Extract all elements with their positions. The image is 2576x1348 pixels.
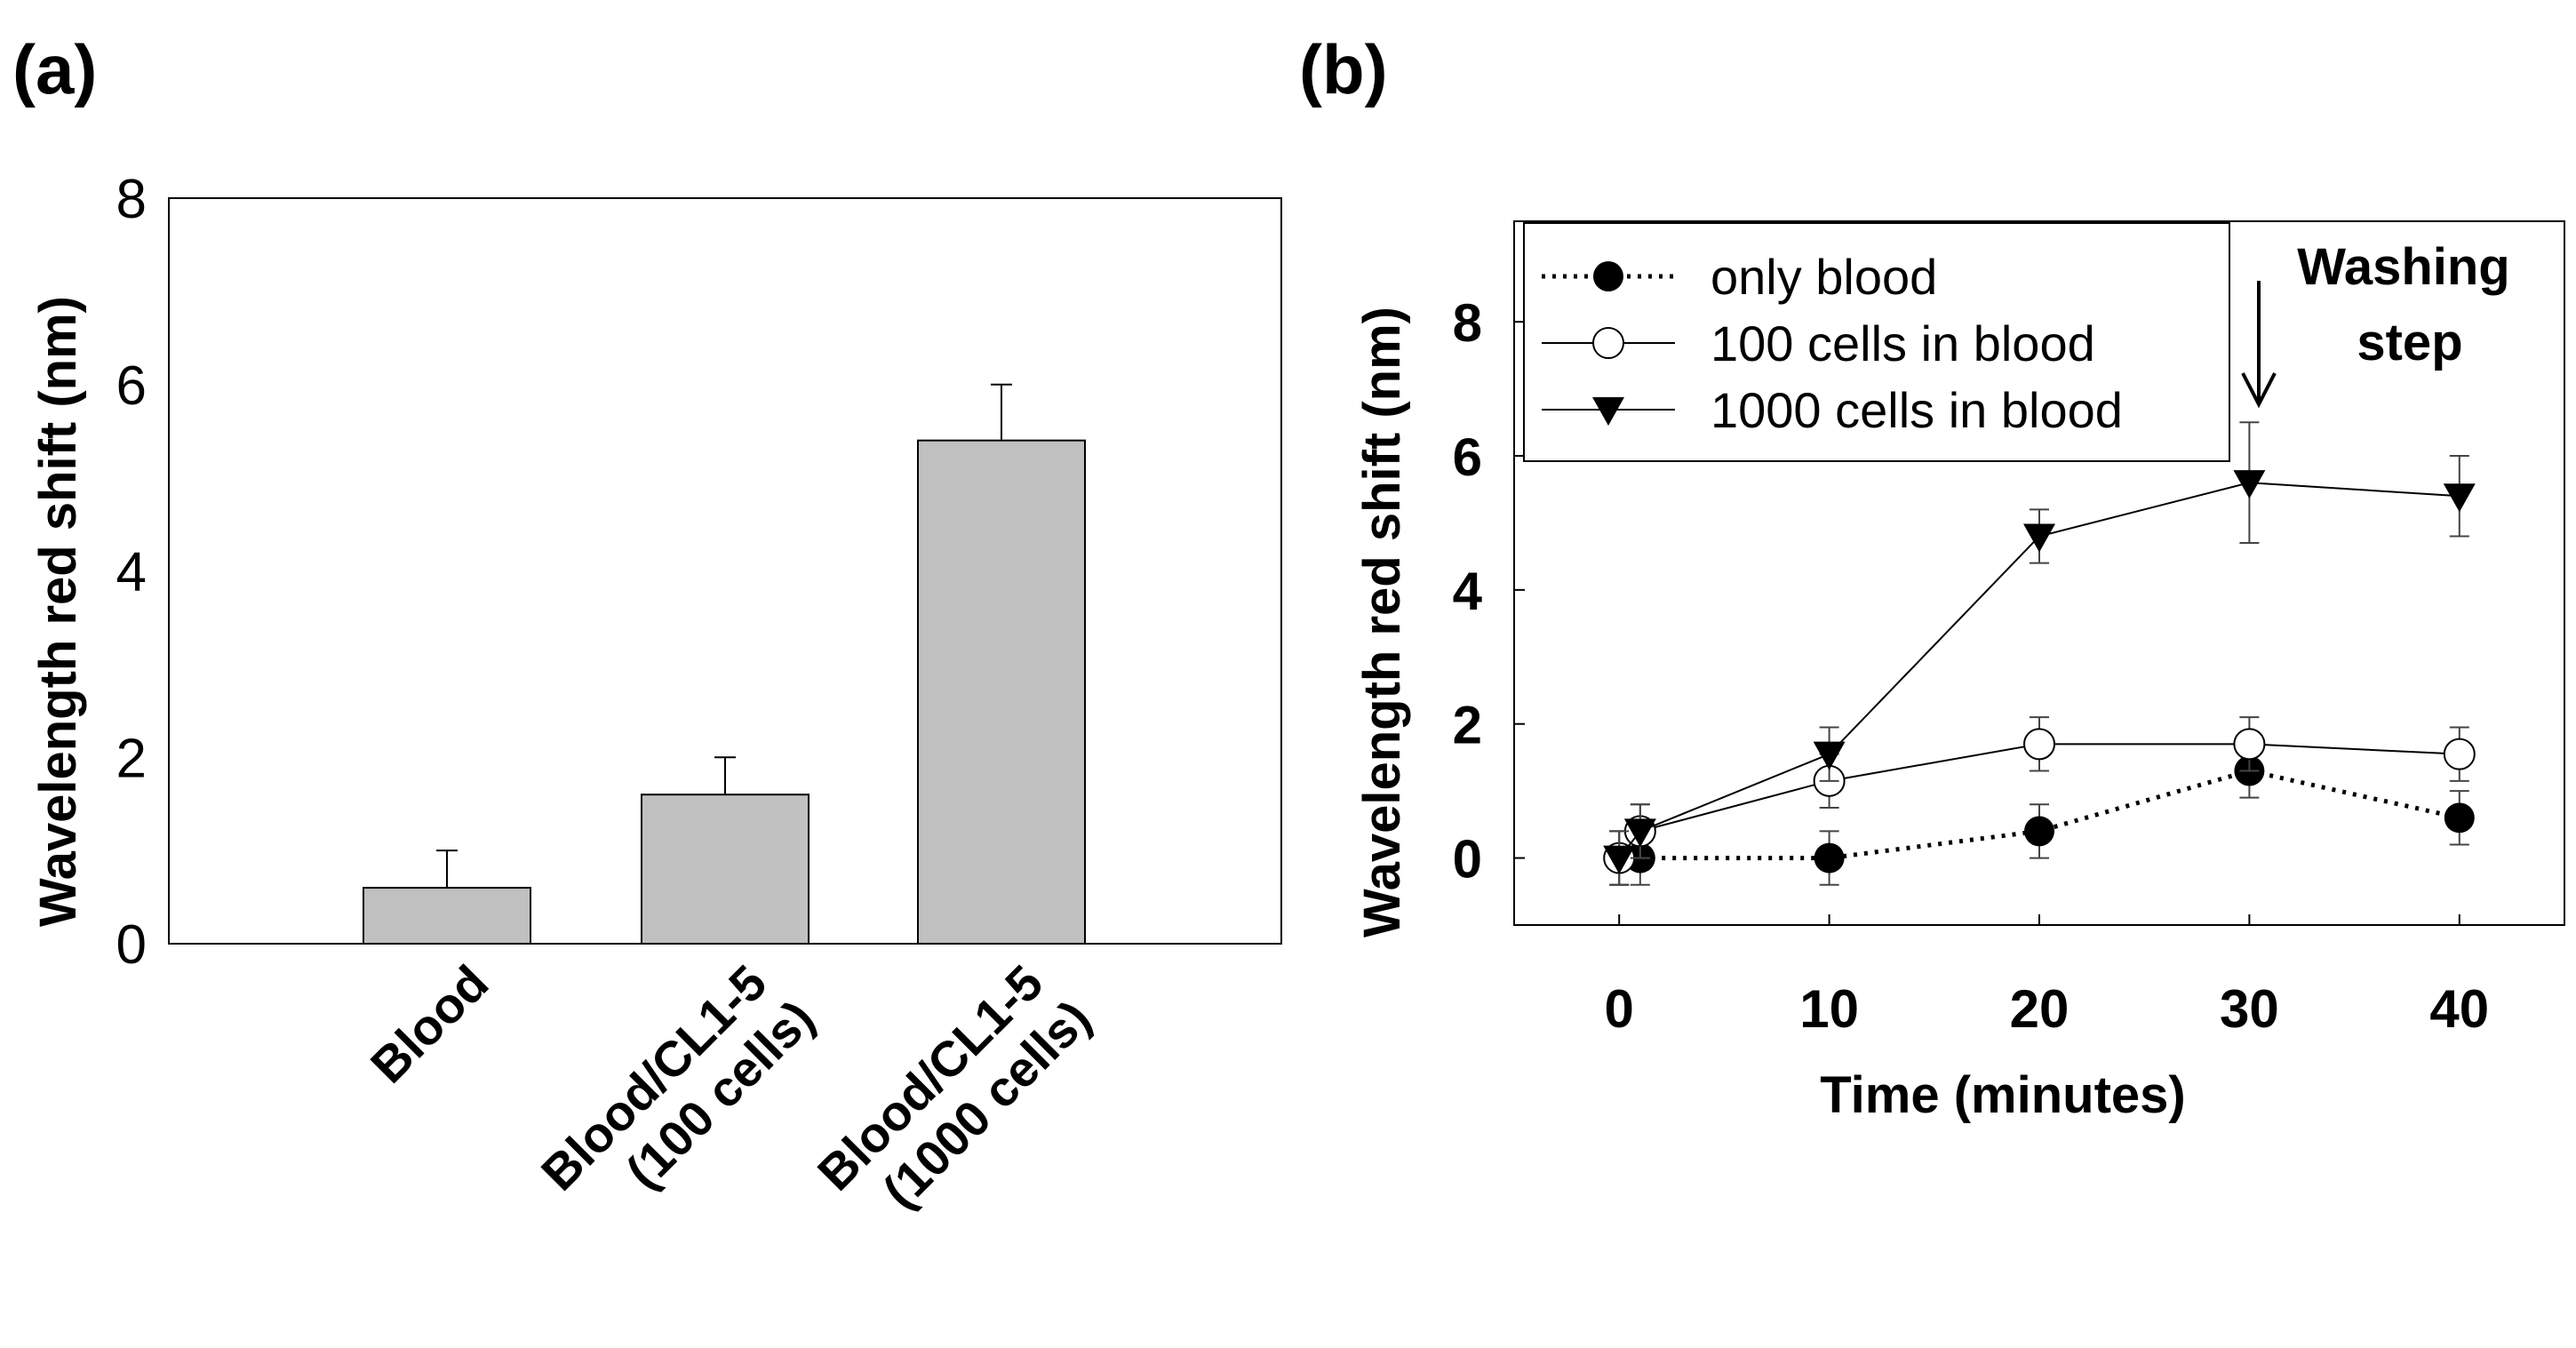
panel-a-label: (a) [12,30,97,108]
panel-b-label: (b) [1299,30,1388,108]
panel-b-y-axis-title: Wavelength red shift (nm) [1353,307,1411,937]
x-tick-label: 30 [2220,979,2279,1039]
y-tick-label: 0 [1453,830,1482,889]
legend-marker-filled-circle-icon [1593,261,1623,291]
y-tick-label: 8 [116,169,147,230]
series-100-cells-in-blood [1603,716,2476,886]
legend-label: 100 cells in blood [1711,315,2095,371]
x-tick-label-line: Blood [360,954,499,1094]
legend-marker-filled-triangle-down-icon [1592,397,1624,426]
panel-b: (b) Wavelength red shift (nm) Time (minu… [1299,30,2565,1124]
bar [641,794,809,945]
washing-step-annotation: Washing step [2241,238,2510,409]
data-point [2023,523,2055,553]
data-point [1623,818,1656,848]
panel-a: (a) Wavelength red shift (nm) 0 2 4 6 8 Blood… [12,30,1282,1242]
data-point [2443,483,2476,513]
y-tick-label: 6 [116,355,147,417]
annotation-line-2: step [2357,314,2462,371]
y-tick-label: 6 [1453,427,1482,487]
legend-label: 1000 cells in blood [1711,382,2123,438]
x-tick-label: 20 [2010,979,2070,1039]
x-tick-label: 0 [1605,979,1634,1039]
annotation-line-1: Washing [2297,238,2510,296]
legend-label: only blood [1711,249,1937,305]
bar [917,439,1086,945]
data-point [2233,470,2266,499]
y-tick-label: 4 [116,542,147,603]
x-tick-label: 40 [2429,979,2489,1039]
data-point [2024,816,2054,847]
legend: only blood 100 cells in blood 1000 cells i… [1523,222,2230,462]
y-tick-label: 4 [1453,562,1483,621]
x-tick-label: Blood/CL1-5(1000 cells) [807,948,1101,1242]
bar [363,887,531,945]
data-point [1814,842,1845,873]
y-tick-label: 8 [1453,293,1482,353]
x-tick-label: Blood [360,954,499,1094]
x-tick-label: Blood/CL1-5(100 cells) [530,948,825,1242]
data-point [2233,728,2266,761]
y-tick-label: 0 [116,914,147,976]
data-point [1603,845,1636,874]
legend-marker-open-circle-icon [1592,327,1624,359]
panel-b-x-axis-title: Time (minutes) [1820,1066,2185,1124]
panel-a-y-axis-title: Wavelength red shift (nm) [29,296,87,927]
series-1000-cells-in-blood [1603,421,2476,886]
data-point [2443,738,2476,770]
x-tick-label: 10 [1799,979,1859,1039]
data-point [2444,802,2475,834]
y-tick-label: 2 [116,728,147,789]
data-point [1813,741,1846,770]
data-point [2023,728,2055,761]
y-tick-label: 2 [1453,696,1482,755]
arrow-down-icon [2241,372,2277,409]
